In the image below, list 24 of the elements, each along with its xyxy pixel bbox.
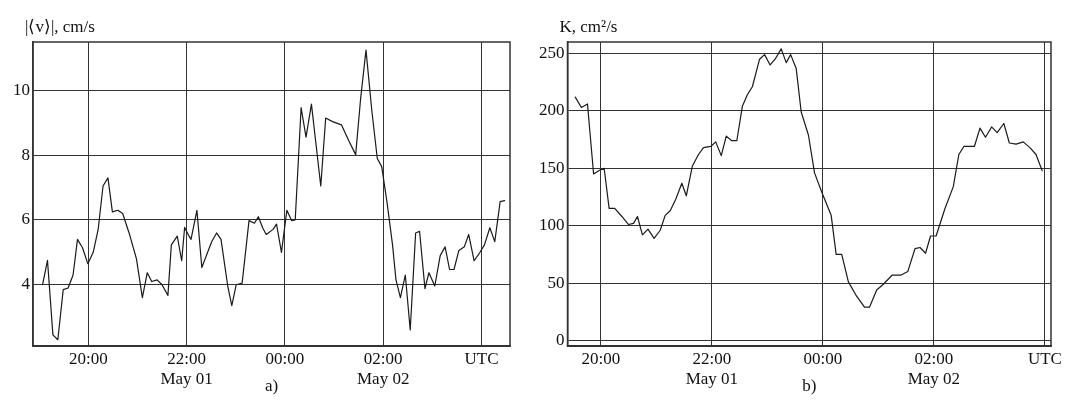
x-tick-label: 02:00 May 02	[907, 348, 961, 389]
y-tick-label: 250	[539, 42, 565, 62]
x-tick-label: UTC	[1027, 348, 1062, 368]
y-tick-label: 4	[21, 274, 31, 294]
text: b)	[802, 375, 817, 395]
x-tick-label: 20:00	[581, 348, 621, 368]
x-tick-label: 00:00	[265, 348, 305, 368]
y-axis-title: |⟨v⟩|, cm/s	[25, 16, 95, 36]
x-tick-label: 22:00 May 01	[160, 348, 213, 389]
y-tick-label: 150	[539, 157, 565, 177]
x-tick-label: 20:00	[68, 348, 108, 368]
x-tick-label: 02:00 May 02	[356, 348, 410, 389]
x-tick-label: 22:00 May 01	[685, 348, 739, 389]
x-tick-label: 00:00	[803, 348, 843, 368]
y-tick-label: 100	[539, 215, 565, 235]
y-tick-label: 6	[21, 209, 30, 229]
y-tick-label: 50	[547, 272, 565, 292]
y-axis-title: K, cm²/s	[559, 16, 618, 36]
y-tick-label: 200	[539, 100, 565, 120]
text: a)	[264, 375, 279, 395]
y-tick-label: 0	[556, 329, 565, 349]
y-tick-label: 10	[13, 80, 30, 100]
x-tick-label: UTC	[464, 348, 499, 368]
y-tick-label: 8	[21, 144, 30, 164]
